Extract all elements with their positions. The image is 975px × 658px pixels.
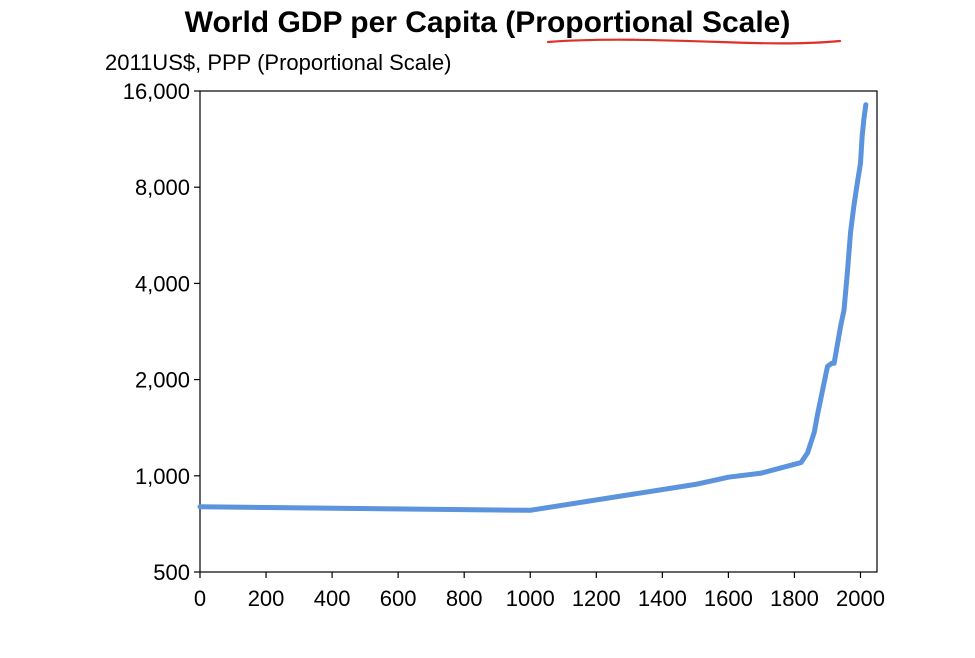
y-tick-label: 1,000 [135,464,190,489]
y-axis: 500 1,000 2,000 4,000 8,000 16,000 [123,79,200,585]
x-tick-label: 1800 [770,586,819,611]
x-tick-label: 600 [380,586,417,611]
series-line-gdp-per-capita [197,102,869,513]
x-tick-label: 1000 [506,586,555,611]
x-tick-label: 1400 [638,586,687,611]
x-tick-label: 200 [248,586,285,611]
title-underline-annotation [546,38,842,45]
chart-subtitle: 2011US$, PPP (Proportional Scale) [105,50,452,75]
x-tick-label: 800 [446,586,483,611]
x-tick-label: 1200 [572,586,621,611]
y-tick-label: 4,000 [135,271,190,296]
chart-title: World GDP per Capita (Proportional Scale… [184,6,791,39]
y-tick-label: 16,000 [123,79,190,104]
x-tick-label: 0 [194,586,206,611]
plot-frame [199,90,878,573]
x-axis: 0 200 400 600 800 1000 1200 1400 1600 1800 2000 [194,572,885,611]
y-tick-label: 2,000 [135,368,190,393]
x-tick-label: 1600 [704,586,753,611]
y-tick-label: 8,000 [135,175,190,200]
y-tick-label: 500 [153,560,190,585]
x-tick-label: 2000 [836,586,885,611]
x-tick-label: 400 [314,586,351,611]
